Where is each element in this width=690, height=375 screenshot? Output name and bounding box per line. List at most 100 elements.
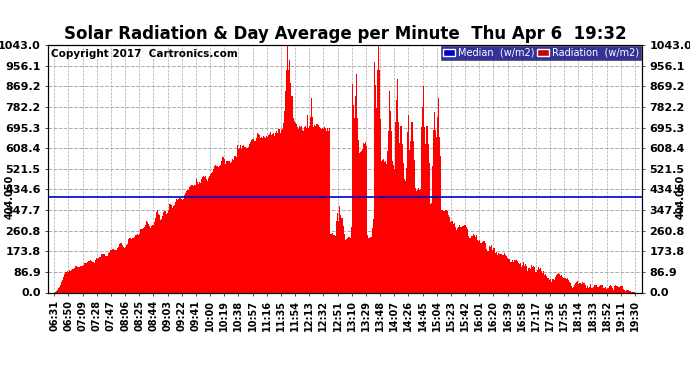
Bar <box>490 247 491 292</box>
Bar <box>407 132 408 292</box>
Bar <box>469 238 470 292</box>
Bar <box>604 288 605 292</box>
Bar <box>279 133 281 292</box>
Bar <box>446 211 448 292</box>
Bar <box>189 188 190 292</box>
Bar <box>422 107 423 292</box>
Bar <box>163 214 164 292</box>
Bar <box>94 262 95 292</box>
Bar <box>615 285 616 292</box>
Bar <box>350 238 351 292</box>
Bar <box>339 206 340 292</box>
Bar <box>282 129 283 292</box>
Bar <box>165 211 166 292</box>
Bar <box>511 262 513 292</box>
Bar <box>570 283 571 292</box>
Bar <box>596 285 597 292</box>
Bar <box>147 222 148 292</box>
Bar <box>414 160 415 292</box>
Bar <box>495 252 496 292</box>
Bar <box>543 271 544 292</box>
Bar <box>221 158 222 292</box>
Bar <box>355 96 356 292</box>
Bar <box>139 233 140 292</box>
Bar <box>150 228 151 292</box>
Bar <box>253 140 254 292</box>
Bar <box>569 282 570 292</box>
Bar <box>73 269 74 292</box>
Bar <box>164 211 165 292</box>
Bar <box>321 129 322 292</box>
Bar <box>430 205 431 292</box>
Bar <box>245 146 246 292</box>
Bar <box>611 287 612 292</box>
Bar <box>257 133 258 292</box>
Bar <box>583 283 584 292</box>
Bar <box>554 280 555 292</box>
Bar <box>131 239 132 292</box>
Bar <box>553 279 554 292</box>
Bar <box>619 287 620 292</box>
Bar <box>602 286 603 292</box>
Bar <box>624 290 625 292</box>
Bar <box>199 182 200 292</box>
Bar <box>191 185 192 292</box>
Bar <box>78 267 79 292</box>
Bar <box>181 200 182 292</box>
Bar <box>97 259 98 292</box>
Bar <box>593 288 594 292</box>
Bar <box>550 279 551 292</box>
Bar <box>605 288 606 292</box>
Text: Copyright 2017  Cartronics.com: Copyright 2017 Cartronics.com <box>51 49 238 59</box>
Bar <box>509 260 510 292</box>
Bar <box>287 45 288 292</box>
Bar <box>531 265 532 292</box>
Bar <box>158 214 159 292</box>
Bar <box>578 284 579 292</box>
Bar <box>386 164 387 292</box>
Bar <box>403 163 404 292</box>
Bar <box>464 224 465 292</box>
Bar <box>478 241 479 292</box>
Bar <box>417 189 418 292</box>
Bar <box>612 288 613 292</box>
Bar <box>206 179 207 292</box>
Bar <box>197 182 198 292</box>
Bar <box>491 245 492 292</box>
Bar <box>171 204 172 292</box>
Bar <box>356 74 357 292</box>
Bar <box>470 238 471 292</box>
Bar <box>88 261 89 292</box>
Bar <box>518 263 519 292</box>
Bar <box>114 249 115 292</box>
Bar <box>425 144 426 292</box>
Bar <box>195 183 196 292</box>
Bar <box>103 254 104 292</box>
Bar <box>505 255 506 292</box>
Bar <box>270 132 271 292</box>
Bar <box>608 288 609 292</box>
Bar <box>160 219 161 292</box>
Bar <box>348 237 349 292</box>
Bar <box>334 235 335 292</box>
Bar <box>185 193 186 292</box>
Bar <box>194 185 195 292</box>
Bar <box>473 234 474 292</box>
Bar <box>434 112 435 292</box>
Text: 404.050: 404.050 <box>676 174 686 219</box>
Bar <box>443 211 444 292</box>
Bar <box>377 70 378 292</box>
Bar <box>499 254 500 292</box>
Bar <box>293 118 294 292</box>
Bar <box>459 226 460 292</box>
Bar <box>314 124 315 292</box>
Bar <box>217 166 218 292</box>
Bar <box>384 162 385 292</box>
Bar <box>362 145 363 292</box>
Bar <box>326 131 327 292</box>
Bar <box>343 226 344 292</box>
Bar <box>305 126 306 292</box>
Bar <box>175 201 176 292</box>
Bar <box>544 275 545 292</box>
Bar <box>432 166 433 292</box>
